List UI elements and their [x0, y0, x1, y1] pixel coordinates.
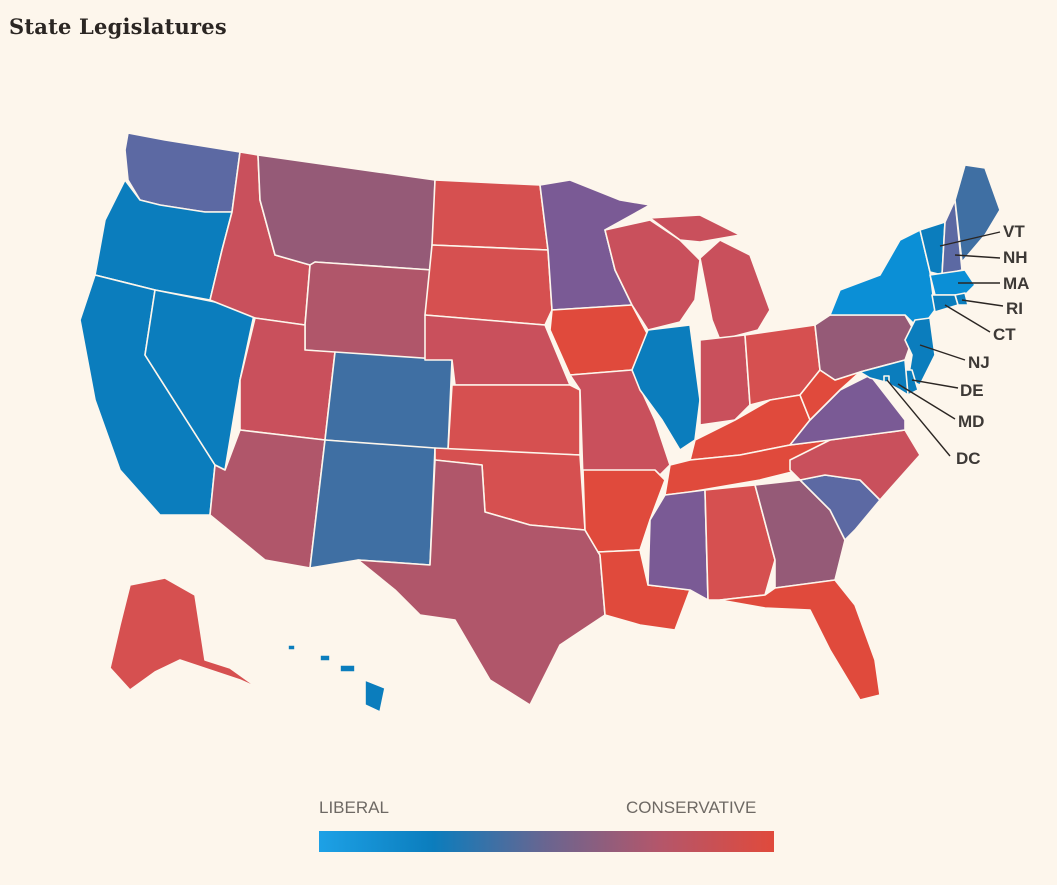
state-nm[interactable] [309, 439, 436, 569]
state-tx[interactable] [357, 459, 606, 706]
state-co[interactable] [324, 351, 453, 451]
state-wi[interactable] [604, 219, 701, 331]
label-leaders [886, 231, 1004, 457]
state-sd[interactable] [424, 244, 553, 326]
state-me[interactable] [954, 164, 1001, 263]
state-wy[interactable] [304, 261, 433, 361]
state-ny[interactable] [829, 229, 936, 331]
state-label: MD [958, 412, 984, 431]
state-fl[interactable] [719, 579, 881, 701]
state-ms[interactable] [647, 489, 709, 601]
page-title: State Legislatures [9, 14, 227, 39]
state-nd[interactable] [431, 179, 549, 251]
us-map: VT NH MA RI CT NJ DE MD DC [79, 132, 1029, 713]
state-label: RI [1006, 299, 1023, 318]
state-mi[interactable] [649, 214, 771, 341]
state-in[interactable] [699, 334, 751, 426]
state-la[interactable] [597, 549, 691, 631]
legend-gradient-bar [319, 831, 774, 852]
state-label: NH [1003, 248, 1028, 267]
legend-max-label: CONSERVATIVE [626, 798, 757, 817]
state-hi[interactable] [287, 644, 386, 713]
state-ar[interactable] [582, 469, 666, 553]
state-label: DE [960, 381, 984, 400]
state-ma[interactable] [929, 269, 976, 296]
state-label: DC [956, 449, 981, 468]
state-ia[interactable] [549, 304, 649, 376]
legend-min-label: LIBERAL [319, 798, 389, 817]
state-mt[interactable] [257, 154, 436, 271]
state-label: VT [1003, 222, 1025, 241]
state-ak[interactable] [109, 577, 259, 691]
state-label: NJ [968, 353, 990, 372]
state-ks[interactable] [447, 384, 581, 456]
state-label: MA [1003, 274, 1029, 293]
state-il[interactable] [631, 324, 701, 451]
state-ct[interactable] [931, 294, 959, 313]
state-label: CT [993, 325, 1016, 344]
